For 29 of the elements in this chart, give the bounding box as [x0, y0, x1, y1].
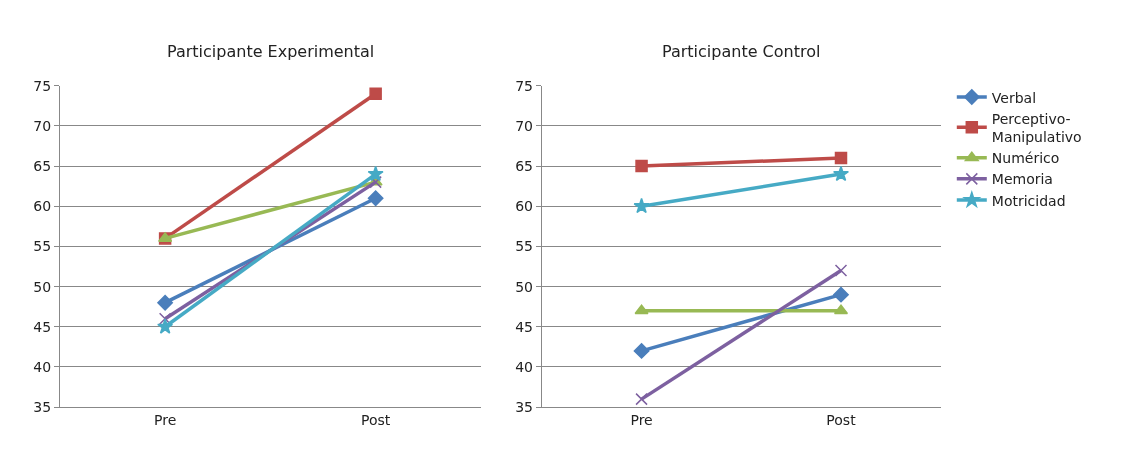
x-tick-label: Post [826, 411, 857, 428]
legend-label: Memoria [991, 171, 1053, 188]
y-tick-label: 40 [515, 358, 534, 375]
y-tick-label: 40 [33, 358, 52, 375]
y-tick-label: 35 [515, 399, 534, 416]
legend-label: Perceptivo-Manipulativo [991, 110, 1082, 145]
y-tick-label: 60 [515, 198, 534, 215]
y-tick-label: 50 [33, 278, 52, 295]
y-tick-label: 65 [515, 157, 534, 174]
y-tick-label: 45 [33, 318, 52, 335]
y-tick-label: 60 [33, 198, 52, 215]
y-tick-label: 65 [33, 157, 52, 174]
y-tick-label: 55 [515, 238, 534, 255]
chart-title: Participante Control [662, 42, 821, 61]
y-tick-label: 35 [33, 399, 52, 416]
x-tick-label: Pre [153, 411, 177, 428]
x-tick-label: Post [360, 411, 391, 428]
legend-label: Verbal [991, 89, 1037, 106]
x-tick-label: Pre [630, 411, 653, 428]
y-tick-label: 55 [33, 238, 52, 255]
legend-label: Motricidad [991, 192, 1066, 209]
y-tick-label: 75 [33, 77, 52, 94]
y-tick-label: 70 [515, 117, 534, 134]
y-tick-label: 75 [515, 77, 534, 94]
y-tick-label: 45 [515, 318, 534, 335]
y-tick-label: 50 [515, 278, 534, 295]
legend-label: Numérico [991, 150, 1060, 167]
y-tick-label: 70 [33, 117, 52, 134]
chart-title: Participante Experimental [167, 42, 375, 61]
